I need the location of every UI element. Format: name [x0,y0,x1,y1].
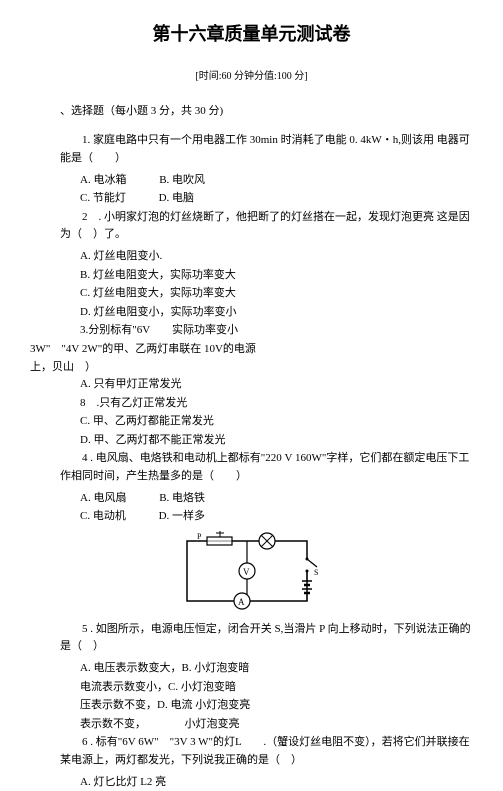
q2-optA: A. 灯丝电阻变小. [80,248,473,266]
q1-options-row2: C. 节能灯 D. 电脑 [80,190,473,208]
q4-options-row1: A. 电风扇 B. 电烙铁 [80,490,473,508]
svg-text:V: V [243,567,250,577]
q5-optA: A. 电压表示数变大，B. 小灯泡变暗 [80,660,473,678]
q2-text: 2 . 小明家灯泡的灯丝烧断了，他把断了的灯丝搭在一起，发现灯泡更亮 这是因为（… [30,209,473,244]
q4-optA: A. 电风扇 [80,490,126,508]
circuit-diagram: P V A S [172,531,332,616]
svg-text:A: A [238,597,245,607]
q1-text: 1. 家庭电路中只有一个用电器工作 30min 时消耗了电能 0. 4kW・h,… [30,132,473,167]
svg-text:S: S [314,568,318,577]
q1-optA: A. 电冰箱 [80,172,126,190]
q4-options-row2: C. 电动机 D. 一样多 [80,508,473,526]
q2-optD: D. 灯丝电阻变小，实际功率变小 [80,304,473,322]
q5-text: 5 . 如图所示，电源电压恒定，闭合开关 S,当滑片 P 向上移动时，下列说法正… [30,621,473,656]
q6-optA: A. 灯匕比灯 L2 亮 [80,774,473,791]
q5-line2: 电流表示数变小，C. 小灯泡变暗 [80,679,473,697]
q3-optD: D. 甲、乙两灯都不能正常发光 [80,432,473,450]
q1-optC: C. 节能灯 [80,190,126,208]
q4-optD: D. 一样多 [159,508,205,526]
q3-optA: A. 只有甲灯正常发光 [80,376,473,394]
q3-optB: 8 .只有乙灯正常发光 [80,395,473,413]
q1-optB: B. 电吹风 [159,172,205,190]
q5-line3: 压表示数不变，D. 电流 小灯泡变亮 [80,697,473,715]
page-title: 第十六章质量单元测试卷 [30,20,473,49]
section-header: 、选择题（每小题 3 分，共 30 分) [60,103,473,121]
time-score: [时间:60 分钟分值:100 分] [30,69,473,85]
q1-optD: D. 电脑 [159,190,194,208]
q3-line3: 上，贝山 ） [30,359,473,377]
q5-line4: 表示数不变， 小灯泡变亮 [80,716,473,734]
q1-options-row1: A. 电冰箱 B. 电吹风 [80,172,473,190]
q3-line1: 3.分别标有"6V 实际功率变小 [80,322,473,340]
q2-optC: C. 灯丝电阻变大，实际功率变大 [80,285,473,303]
q4-optC: C. 电动机 [80,508,126,526]
q3-optC: C. 甲、乙两灯都能正常发光 [80,413,473,431]
q2-optB: B. 灯丝电阻变大，实际功率变大 [80,267,473,285]
svg-text:P: P [197,532,202,541]
q4-optB: B. 电烙铁 [159,490,205,508]
q4-text: 4 . 电风扇、电烙铁和电动机上都标有"220 V 160W"字样，它们都在额定… [30,450,473,485]
q6-text: 6 . 标有"6V 6W" "3V 3 W"的灯L .（蟹设灯丝电阻不变），若将… [30,734,473,769]
q3-line2: 3W" "4V 2W"的甲、乙两灯串联在 10V的电源 [30,341,473,359]
